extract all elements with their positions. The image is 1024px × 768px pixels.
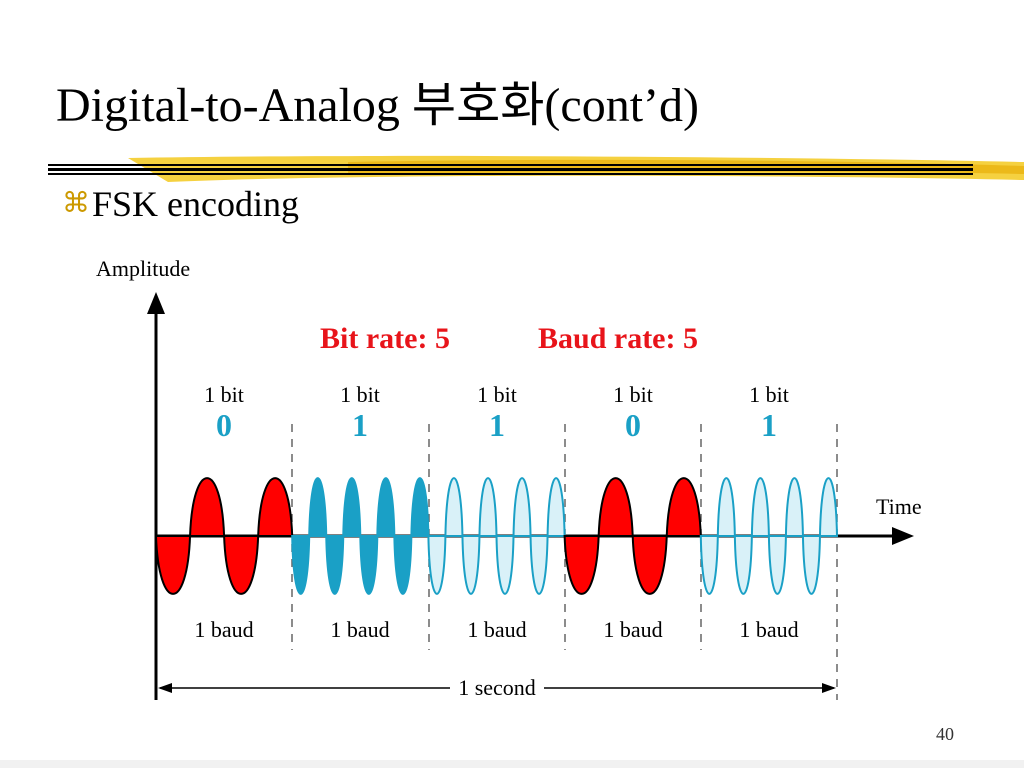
duration-right-arrow — [822, 683, 836, 693]
y-axis-arrow — [147, 292, 165, 314]
wave-lobe-bit1-5 — [376, 477, 396, 537]
bit-value: 1 — [352, 407, 368, 443]
wave-lobe-bit1-2 — [325, 535, 345, 595]
wave-lobe-bit2-1 — [444, 477, 464, 537]
wave-lobe-bit1-3 — [342, 477, 362, 537]
wave-lobe-bit0-3 — [257, 477, 294, 537]
x-axis-arrow — [892, 527, 914, 545]
bit-value: 1 — [761, 407, 777, 443]
x-axis-label: Time — [876, 494, 922, 519]
wave-lobe-bit2-6 — [529, 535, 549, 595]
wave-lobe-bit2-3 — [478, 477, 498, 537]
bit-rate-label: Bit rate: 5 — [320, 322, 450, 355]
bullet-fsk-encoding: ⌘FSK encoding — [62, 186, 299, 222]
fsk-waveform — [154, 477, 839, 595]
baud-label: 1 baud — [194, 617, 253, 642]
wave-lobe-bit3-1 — [597, 477, 634, 537]
bit-3: 1 bit 0 1 baud — [603, 382, 662, 642]
bit-label: 1 bit — [613, 382, 653, 407]
baud-label: 1 baud — [330, 617, 389, 642]
wave-lobe-bit2-2 — [461, 535, 481, 595]
bit-4: 1 bit 1 1 baud — [739, 382, 798, 642]
wave-lobe-bit1-1 — [308, 477, 328, 537]
wave-lobe-bit4-2 — [733, 535, 753, 595]
slide-title: Digital-to-Analog 부호화(cont’d) — [56, 79, 699, 132]
bit-label: 1 bit — [477, 382, 517, 407]
bit-value: 0 — [625, 407, 641, 443]
page-number: 40 — [936, 724, 954, 744]
bit-0: 1 bit 0 1 baud — [194, 382, 253, 642]
wave-lobe-bit2-4 — [495, 535, 515, 595]
wave-lobe-bit4-4 — [767, 535, 787, 595]
wave-lobe-bit0-0 — [154, 535, 192, 595]
baud-label: 1 baud — [603, 617, 662, 642]
wave-lobe-bit4-5 — [784, 477, 804, 537]
wave-lobe-bit1-6 — [393, 535, 413, 595]
duration-label-bg — [450, 676, 544, 698]
wave-lobe-bit2-7 — [546, 477, 566, 537]
footer-bar — [0, 760, 1024, 768]
title-underline — [48, 155, 1024, 182]
wave-lobe-bit0-1 — [189, 477, 226, 537]
bit-label: 1 bit — [749, 382, 789, 407]
duration-label: 1 second — [458, 675, 536, 700]
command-key-icon: ⌘ — [62, 186, 90, 219]
wave-lobe-bit4-1 — [716, 477, 736, 537]
wave-lobe-bit0-2 — [223, 535, 260, 595]
wave-lobe-bit2-5 — [512, 477, 532, 537]
wave-lobe-bit1-7 — [410, 477, 430, 537]
wave-lobe-bit4-6 — [801, 535, 821, 595]
duration-left-arrow — [158, 683, 172, 693]
wave-lobe-bit1-4 — [359, 535, 379, 595]
baud-rate-label: Baud rate: 5 — [538, 322, 698, 355]
wave-lobe-bit3-2 — [631, 535, 668, 595]
wave-lobe-bit4-3 — [750, 477, 770, 537]
y-axis-label: Amplitude — [96, 256, 190, 281]
bit-value: 1 — [489, 407, 505, 443]
bit-1: 1 bit 1 1 baud — [330, 382, 389, 642]
baud-label: 1 baud — [739, 617, 798, 642]
wave-lobe-bit4-0 — [699, 535, 719, 595]
bit-label: 1 bit — [340, 382, 380, 407]
wave-lobe-bit2-0 — [427, 535, 447, 595]
baud-label: 1 baud — [467, 617, 526, 642]
wave-lobe-bit3-0 — [563, 535, 600, 595]
wave-lobe-bit3-3 — [665, 477, 702, 537]
wave-lobe-bit4-7 — [818, 477, 839, 537]
wave-lobe-bit1-0 — [291, 535, 311, 595]
bit-2: 1 bit 1 1 baud — [467, 382, 526, 642]
bit-label: 1 bit — [204, 382, 244, 407]
bit-value: 0 — [216, 407, 232, 443]
bullet-text: FSK encoding — [92, 184, 299, 224]
